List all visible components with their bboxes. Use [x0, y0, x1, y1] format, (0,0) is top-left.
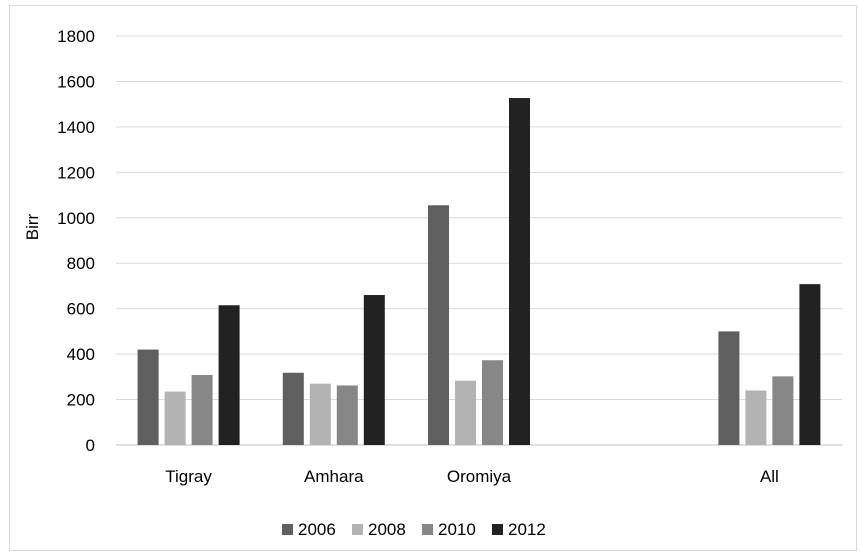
y-tick-label: 800: [67, 254, 95, 273]
bar-2006-oromiya: [428, 205, 449, 445]
legend: 2006 2008 2010 2012: [282, 520, 546, 539]
bar-2008-amhara: [309, 383, 331, 445]
bar-2012-tigray: [218, 305, 240, 445]
x-tick-label: All: [760, 467, 779, 486]
x-tick-labels: Tigray Amhara Oromiya All: [165, 467, 779, 486]
bar-2010-amhara: [336, 385, 358, 445]
y-tick-label: 1400: [57, 118, 95, 137]
legend-label: 2006: [298, 520, 336, 539]
legend-swatch-2008: [352, 524, 363, 535]
bar-2010-oromiya: [482, 360, 503, 445]
y-tick-label: 0: [86, 436, 95, 455]
y-tick-label: 1000: [57, 209, 95, 228]
bar-2006-tigray: [137, 349, 159, 445]
bar-2012-amhara: [363, 295, 385, 445]
bars: [137, 98, 821, 445]
y-tick-label: 1200: [57, 163, 95, 182]
bar-2010-all: [772, 376, 794, 445]
y-axis-label: Birr: [23, 213, 42, 240]
y-tick-label: 1800: [57, 27, 95, 46]
bar-2012-all: [799, 284, 821, 445]
bar-2006-all: [718, 331, 740, 445]
legend-swatch-2012: [492, 524, 503, 535]
legend-swatch-2006: [282, 524, 293, 535]
y-tick-label: 400: [67, 345, 95, 364]
legend-label: 2012: [508, 520, 546, 539]
y-tick-labels: 0 200 400 600 800 1000 1200 1400 1600 1800: [57, 27, 95, 455]
x-tick-label: Tigray: [165, 467, 212, 486]
x-tick-label: Amhara: [304, 467, 364, 486]
y-tick-label: 200: [67, 391, 95, 410]
bar-2008-all: [745, 390, 767, 445]
y-tick-label: 600: [67, 300, 95, 319]
y-tick-label: 1600: [57, 72, 95, 91]
bar-2006-amhara: [282, 372, 304, 445]
bar-2010-tigray: [191, 375, 213, 445]
bar-2008-tigray: [164, 391, 186, 445]
legend-label: 2008: [368, 520, 406, 539]
legend-swatch-2010: [422, 524, 433, 535]
bar-2012-oromiya: [509, 98, 530, 445]
x-tick-label: Oromiya: [447, 467, 512, 486]
bar-2008-oromiya: [455, 380, 476, 445]
legend-label: 2010: [438, 520, 476, 539]
